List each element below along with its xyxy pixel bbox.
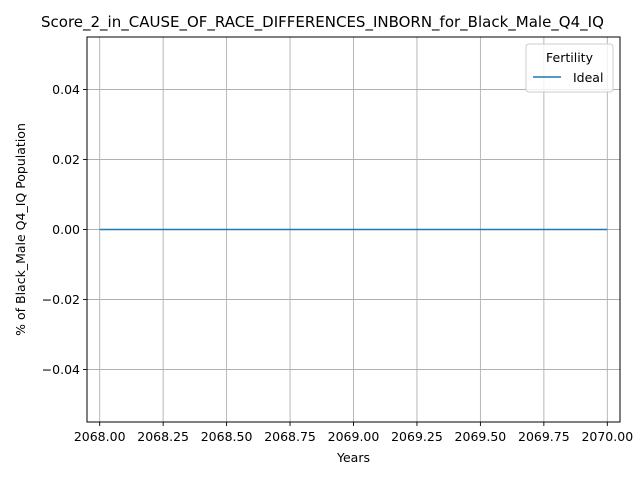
x-axis-label: Years	[336, 450, 370, 465]
x-tick-label: 2069.75	[518, 429, 570, 444]
x-tick-label: 2068.25	[137, 429, 189, 444]
y-tick-label: −0.02	[42, 292, 80, 307]
x-tick-label: 2069.00	[328, 429, 380, 444]
ticks-layer: 2068.00 2068.25 2068.50 2068.75 2069.00 2069.…	[42, 82, 634, 444]
x-tick-label: 2068.00	[74, 429, 126, 444]
x-tick-label: 2069.50	[455, 429, 507, 444]
legend: Fertility Ideal	[525, 43, 614, 93]
x-tick-label: 2068.75	[264, 429, 316, 444]
legend-box	[525, 43, 614, 93]
legend-title: Fertility	[546, 50, 594, 65]
y-tick-label: 0.02	[52, 152, 80, 167]
x-tick-label: 2070.00	[581, 429, 633, 444]
chart-title: Score_2_in_CAUSE_OF_RACE_DIFFERENCES_INB…	[41, 13, 604, 32]
y-tick-label: 0.04	[52, 82, 80, 97]
y-tick-label: −0.04	[42, 362, 80, 377]
x-tick-label: 2068.50	[201, 429, 253, 444]
y-axis-label: % of Black_Male Q4_IQ Population	[13, 123, 28, 336]
x-tick-label: 2069.25	[391, 429, 443, 444]
y-tick-label: 0.00	[52, 222, 80, 237]
legend-entry-ideal: Ideal	[573, 70, 603, 85]
